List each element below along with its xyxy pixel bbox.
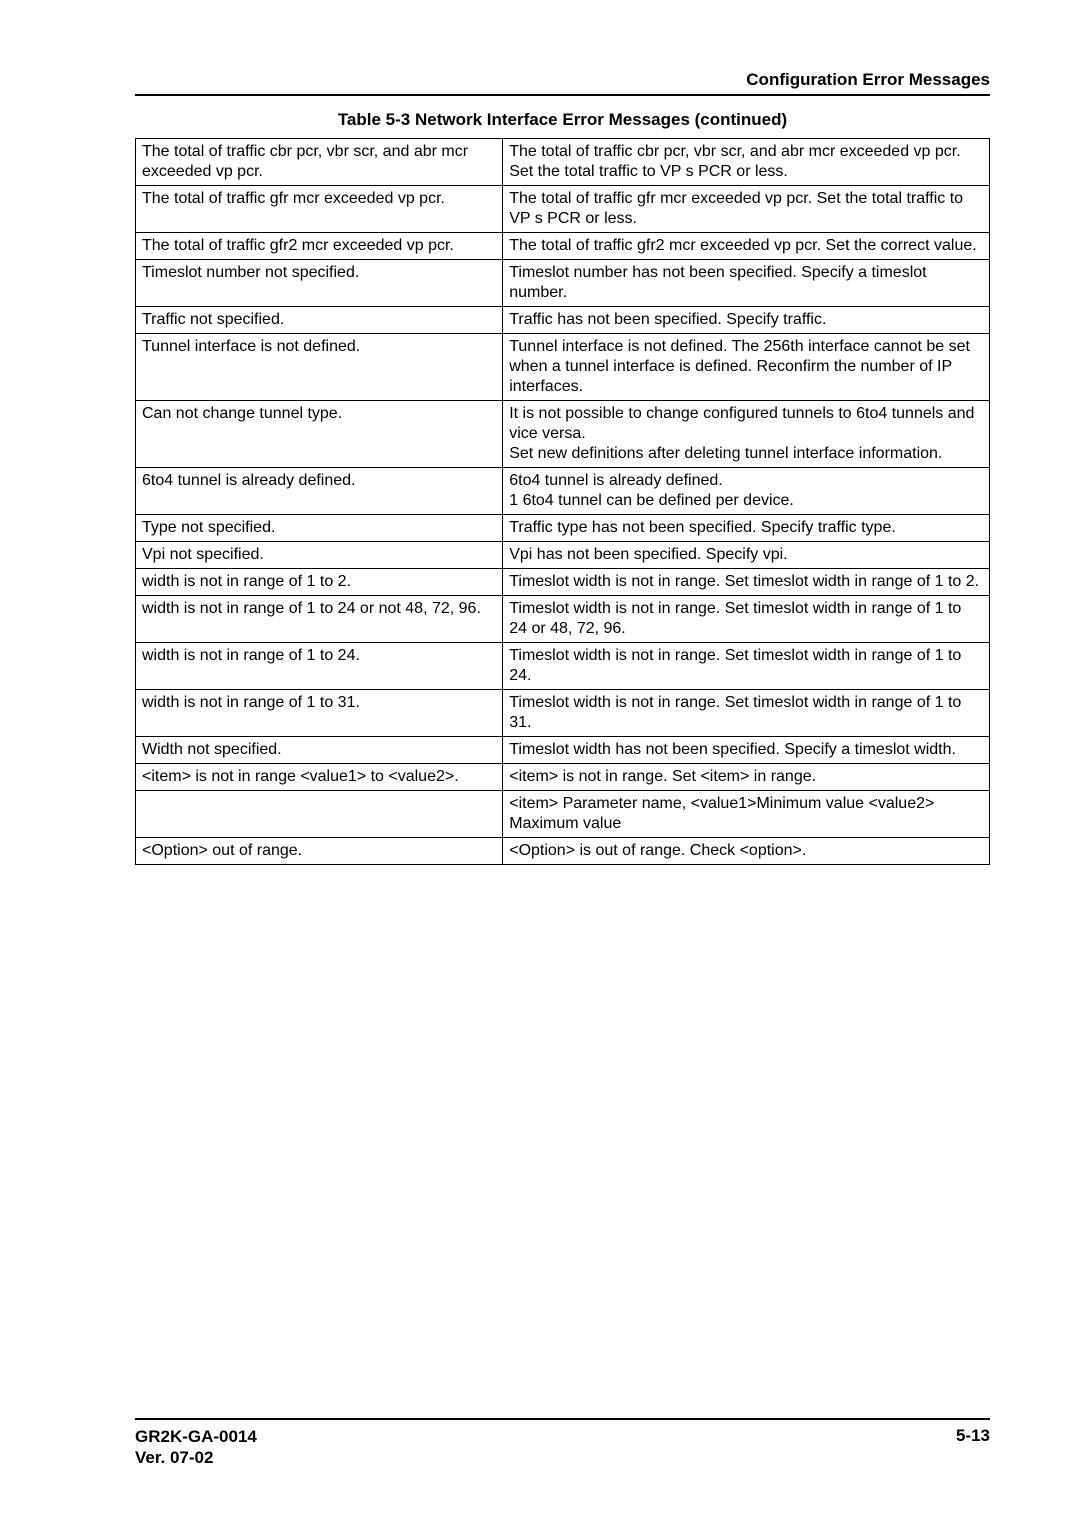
error-description-cell: The total of traffic gfr mcr exceeded vp…: [503, 186, 990, 233]
error-message-cell: Type not specified.: [136, 515, 503, 542]
table-row: Timeslot number not specified.Timeslot n…: [136, 260, 990, 307]
footer-left: GR2K-GA-0014 Ver. 07-02: [135, 1426, 257, 1469]
table-row: Can not change tunnel type.It is not pos…: [136, 401, 990, 468]
error-description-cell: <item> is not in range. Set <item> in ra…: [503, 764, 990, 791]
error-message-cell: width is not in range of 1 to 24.: [136, 643, 503, 690]
error-message-cell: width is not in range of 1 to 31.: [136, 690, 503, 737]
table-row: Width not specified.Timeslot width has n…: [136, 737, 990, 764]
footer-row: GR2K-GA-0014 Ver. 07-02 5-13: [135, 1426, 990, 1469]
error-message-cell: Timeslot number not specified.: [136, 260, 503, 307]
error-message-cell: 6to4 tunnel is already defined.: [136, 468, 503, 515]
table-row: width is not in range of 1 to 24.Timeslo…: [136, 643, 990, 690]
table-row: Type not specified.Traffic type has not …: [136, 515, 990, 542]
table-caption: Table 5-3 Network Interface Error Messag…: [135, 110, 990, 130]
table-row: 6to4 tunnel is already defined.6to4 tunn…: [136, 468, 990, 515]
error-message-cell: Tunnel interface is not defined.: [136, 334, 503, 401]
table-row: width is not in range of 1 to 2.Timeslot…: [136, 569, 990, 596]
table-row: <item> Parameter name, <value1>Minimum v…: [136, 791, 990, 838]
error-description-cell: It is not possible to change configured …: [503, 401, 990, 468]
table-row: <Option> out of range.<Option> is out of…: [136, 838, 990, 865]
table-row: Traffic not specified.Traffic has not be…: [136, 307, 990, 334]
table-row: width is not in range of 1 to 31.Timeslo…: [136, 690, 990, 737]
error-description-cell: Timeslot width is not in range. Set time…: [503, 690, 990, 737]
footer-divider: [135, 1418, 990, 1420]
error-description-cell: Timeslot width is not in range. Set time…: [503, 569, 990, 596]
error-message-cell: Traffic not specified.: [136, 307, 503, 334]
error-message-cell: Width not specified.: [136, 737, 503, 764]
error-description-cell: Tunnel interface is not defined. The 256…: [503, 334, 990, 401]
error-message-cell: The total of traffic cbr pcr, vbr scr, a…: [136, 139, 503, 186]
error-description-cell: Traffic has not been specified. Specify …: [503, 307, 990, 334]
table-row: The total of traffic gfr mcr exceeded vp…: [136, 186, 990, 233]
error-message-cell: The total of traffic gfr2 mcr exceeded v…: [136, 233, 503, 260]
header-divider: [135, 94, 990, 96]
error-messages-tbody: The total of traffic cbr pcr, vbr scr, a…: [136, 139, 990, 865]
error-message-cell: <item> is not in range <value1> to <valu…: [136, 764, 503, 791]
table-row: Tunnel interface is not defined.Tunnel i…: [136, 334, 990, 401]
error-message-cell: <Option> out of range.: [136, 838, 503, 865]
table-row: width is not in range of 1 to 24 or not …: [136, 596, 990, 643]
error-message-cell: Vpi not specified.: [136, 542, 503, 569]
error-messages-table: The total of traffic cbr pcr, vbr scr, a…: [135, 138, 990, 865]
table-row: The total of traffic gfr2 mcr exceeded v…: [136, 233, 990, 260]
section-header: Configuration Error Messages: [135, 70, 990, 90]
error-description-cell: <Option> is out of range. Check <option>…: [503, 838, 990, 865]
error-description-cell: Timeslot width is not in range. Set time…: [503, 643, 990, 690]
footer-doc-id: GR2K-GA-0014: [135, 1426, 257, 1447]
error-description-cell: Traffic type has not been specified. Spe…: [503, 515, 990, 542]
footer-version: Ver. 07-02: [135, 1447, 257, 1468]
table-row: <item> is not in range <value1> to <valu…: [136, 764, 990, 791]
error-description-cell: 6to4 tunnel is already defined.1 6to4 tu…: [503, 468, 990, 515]
error-description-cell: Timeslot number has not been specified. …: [503, 260, 990, 307]
error-description-cell: The total of traffic gfr2 mcr exceeded v…: [503, 233, 990, 260]
table-row: Vpi not specified.Vpi has not been speci…: [136, 542, 990, 569]
error-description-cell: Timeslot width has not been specified. S…: [503, 737, 990, 764]
error-description-cell: Timeslot width is not in range. Set time…: [503, 596, 990, 643]
error-message-cell: width is not in range of 1 to 2.: [136, 569, 503, 596]
error-description-cell: Vpi has not been specified. Specify vpi.: [503, 542, 990, 569]
error-message-cell: The total of traffic gfr mcr exceeded vp…: [136, 186, 503, 233]
table-row: The total of traffic cbr pcr, vbr scr, a…: [136, 139, 990, 186]
error-description-cell: <item> Parameter name, <value1>Minimum v…: [503, 791, 990, 838]
error-description-cell: The total of traffic cbr pcr, vbr scr, a…: [503, 139, 990, 186]
footer-page-number: 5-13: [956, 1426, 990, 1469]
error-message-cell: width is not in range of 1 to 24 or not …: [136, 596, 503, 643]
page-container: Configuration Error Messages Table 5-3 N…: [0, 0, 1080, 1528]
error-message-cell: Can not change tunnel type.: [136, 401, 503, 468]
error-message-cell: [136, 791, 503, 838]
page-footer: GR2K-GA-0014 Ver. 07-02 5-13: [135, 1418, 990, 1469]
